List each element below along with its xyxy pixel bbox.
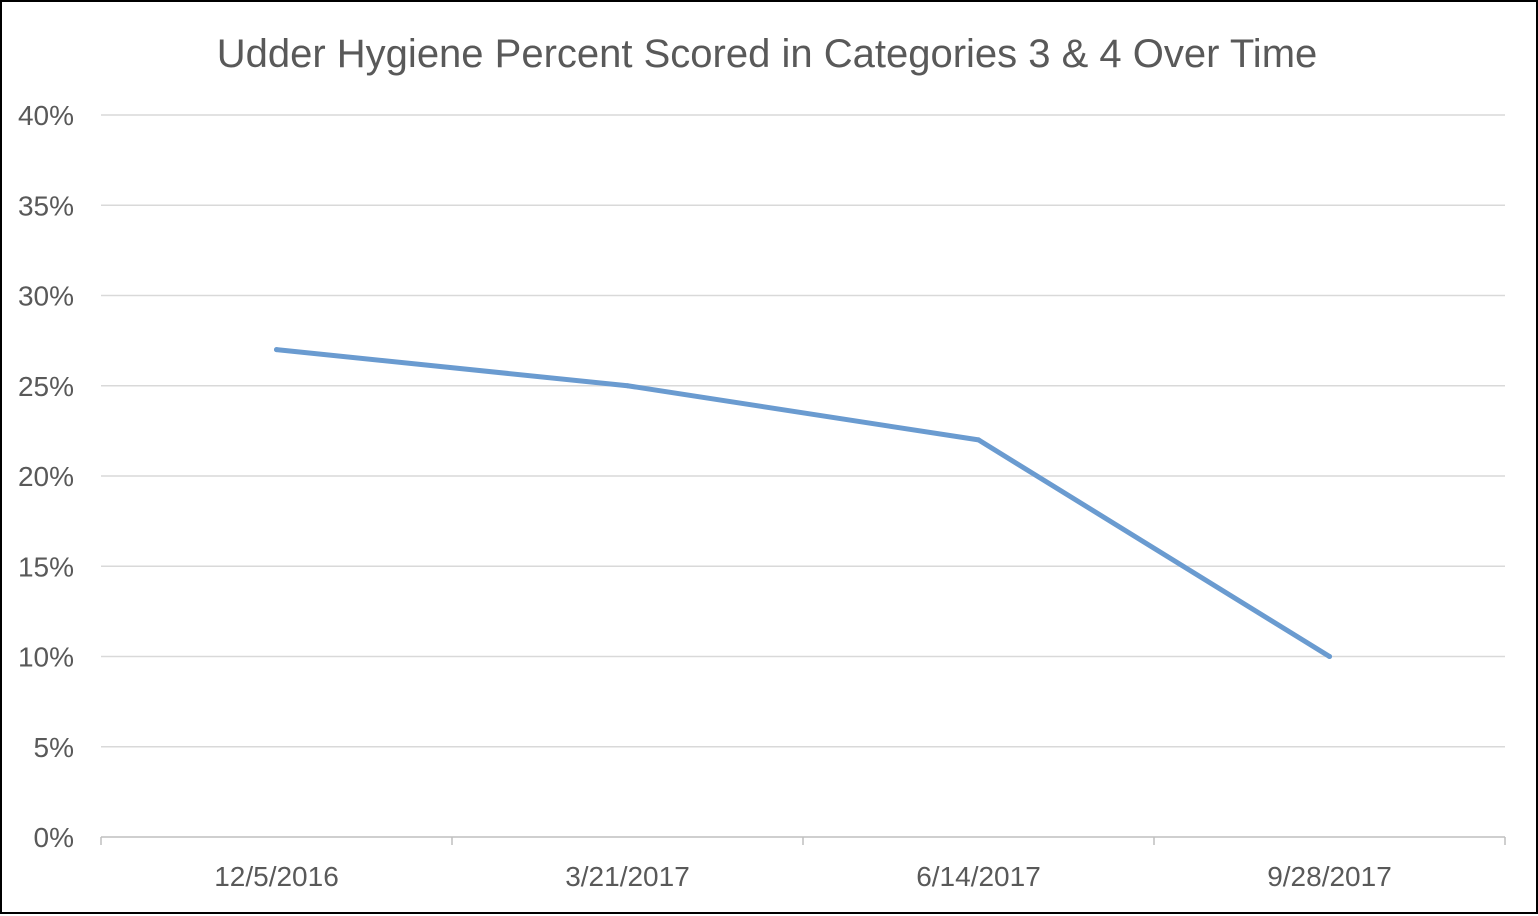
x-tick-label: 6/14/2017 bbox=[916, 861, 1041, 892]
y-tick-label: 20% bbox=[18, 461, 74, 492]
series-layer bbox=[274, 347, 1332, 659]
y-tick-label: 25% bbox=[18, 371, 74, 402]
x-axis-ticks: 12/5/2016 3/21/2017 6/14/2017 9/28/2017 bbox=[214, 861, 1392, 892]
series-line bbox=[274, 347, 1332, 659]
y-tick-label: 10% bbox=[18, 642, 74, 673]
data-point bbox=[274, 347, 279, 353]
x-tick-label: 9/28/2017 bbox=[1267, 861, 1392, 892]
y-axis-ticks: 0% 5% 10% 15% 20% 25% 30% 35% 40% bbox=[18, 100, 74, 853]
data-point bbox=[625, 383, 630, 389]
y-tick-label: 35% bbox=[18, 190, 74, 221]
y-tick-label: 40% bbox=[18, 100, 74, 131]
data-point bbox=[1327, 654, 1332, 659]
x-tick-label: 12/5/2016 bbox=[214, 861, 339, 892]
y-tick-label: 15% bbox=[18, 551, 74, 582]
y-tick-label: 5% bbox=[34, 732, 74, 763]
data-point bbox=[976, 437, 981, 443]
x-tick-label: 3/21/2017 bbox=[565, 861, 690, 892]
gridlines bbox=[101, 114, 1505, 748]
x-axis bbox=[100, 836, 1506, 845]
chart-title: Udder Hygiene Percent Scored in Categori… bbox=[217, 32, 1318, 76]
y-tick-label: 30% bbox=[18, 281, 74, 312]
y-tick-label: 0% bbox=[34, 822, 74, 853]
